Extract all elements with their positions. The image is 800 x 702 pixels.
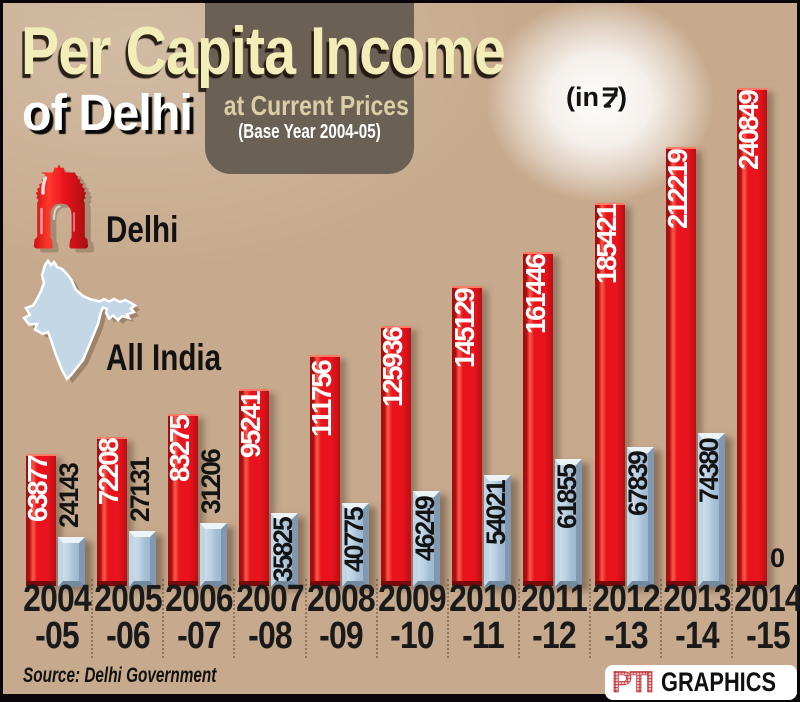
svg-text:PTI: PTI	[612, 666, 654, 699]
svg-text:GRAPHICS: GRAPHICS	[661, 667, 776, 697]
